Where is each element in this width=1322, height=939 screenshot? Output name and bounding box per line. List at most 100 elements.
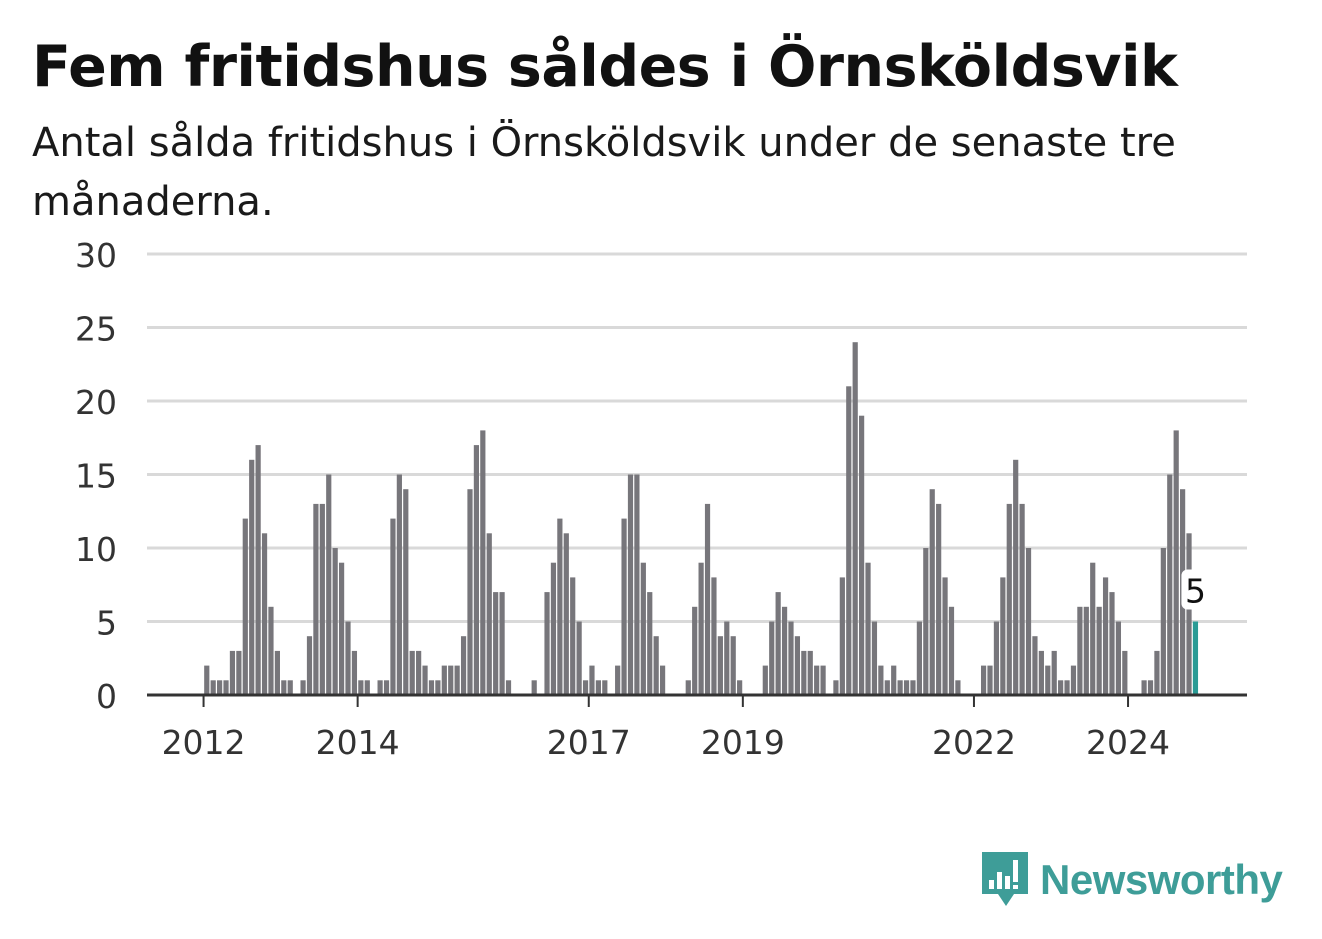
bar: [980, 665, 987, 695]
data-label: 5: [1185, 572, 1206, 611]
bar: [1083, 606, 1089, 695]
y-tick-label: 30: [75, 236, 117, 275]
bar: [460, 636, 467, 695]
bar: [287, 680, 293, 695]
bar: [1109, 592, 1115, 695]
bar: [903, 680, 910, 695]
bar: [724, 621, 730, 695]
bar: [377, 680, 383, 695]
x-tick-label: 2024: [1086, 723, 1170, 762]
bar: [737, 680, 743, 695]
bar: [1147, 680, 1154, 695]
bar: [634, 474, 640, 695]
bar-highlight: [1192, 621, 1199, 695]
bar: [454, 665, 460, 695]
bar: [929, 489, 935, 695]
bar: [865, 562, 871, 695]
y-tick-label: 10: [75, 530, 117, 569]
bar: [236, 650, 242, 695]
bar: [1154, 650, 1160, 695]
y-tick-label: 15: [75, 457, 117, 496]
bar: [839, 577, 845, 695]
bar: [794, 636, 801, 695]
bar: [557, 518, 563, 695]
bar: [955, 680, 961, 695]
bar: [345, 621, 351, 695]
bar: [589, 665, 595, 695]
x-tick-label: 2014: [316, 723, 400, 762]
bar: [428, 680, 435, 695]
bar: [1006, 503, 1012, 695]
bar: [769, 621, 775, 695]
bar: [1038, 650, 1044, 695]
bar: [621, 518, 627, 695]
bar: [595, 680, 601, 695]
bar: [223, 680, 229, 695]
bar-chart: 0 5 10 15 20 25 30 2012 2014 2017 2019 2022 2024 5: [75, 236, 1247, 762]
bar: [781, 606, 788, 695]
bar: [923, 548, 929, 695]
bar: [807, 650, 813, 695]
bar: [993, 621, 1000, 695]
bar: [846, 386, 852, 695]
bar: [1077, 606, 1083, 695]
bar: [441, 665, 447, 695]
bar: [1102, 577, 1109, 695]
bar: [550, 562, 557, 695]
bar: [775, 592, 781, 695]
bar: [422, 665, 428, 695]
bar: [505, 680, 512, 695]
bar: [692, 606, 698, 695]
bar: [884, 680, 890, 695]
bar: [281, 680, 287, 695]
bar: [1045, 665, 1051, 695]
bar: [820, 665, 826, 695]
bar: [1032, 636, 1038, 695]
bar: [531, 680, 537, 695]
bar: [653, 636, 659, 695]
bar: [730, 636, 736, 695]
bar: [576, 621, 582, 695]
bar: [499, 592, 505, 695]
bar: [300, 680, 306, 695]
x-tick-label: 2022: [932, 723, 1016, 762]
bar: [1160, 548, 1166, 695]
bar: [448, 665, 454, 695]
bar: [338, 562, 345, 695]
bar: [627, 474, 634, 695]
y-tick-label: 25: [75, 310, 117, 349]
bar-chart-speech-bubble-icon: [982, 852, 1028, 906]
bar: [416, 650, 422, 695]
bar: [1173, 430, 1179, 695]
bar: [859, 415, 865, 695]
bar: [891, 665, 897, 695]
bar: [1070, 665, 1077, 695]
bar: [1186, 533, 1192, 695]
bar: [473, 445, 480, 695]
brand-name: Newsworthy: [1040, 856, 1283, 903]
bar: [274, 650, 280, 695]
bar: [396, 474, 402, 695]
bar: [403, 489, 409, 695]
bar: [1000, 577, 1006, 695]
bar: [602, 680, 608, 695]
bar: [788, 621, 794, 695]
x-tick-label: 2019: [701, 723, 785, 762]
bar: [582, 680, 589, 695]
bar: [659, 665, 666, 695]
bar: [210, 680, 216, 695]
bar: [711, 577, 717, 695]
bar: [1025, 548, 1032, 695]
y-tick-label: 5: [96, 604, 117, 643]
bar: [332, 548, 338, 695]
bar: [319, 503, 325, 695]
bar: [1141, 680, 1147, 695]
bar: [717, 636, 723, 695]
bar: [409, 650, 415, 695]
bar: [948, 606, 955, 695]
bar: [229, 650, 236, 695]
bar: [486, 533, 492, 695]
page-title: Fem fritidshus såldes i Örnsköldsvik: [32, 34, 1178, 100]
bar: [987, 665, 993, 695]
bar: [910, 680, 916, 695]
